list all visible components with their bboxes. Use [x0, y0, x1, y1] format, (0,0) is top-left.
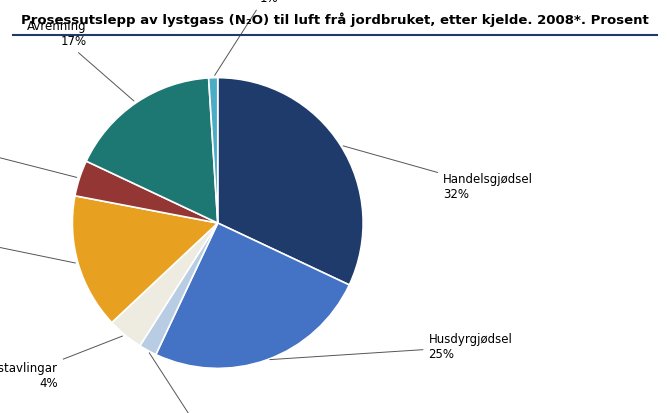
Wedge shape [218, 78, 363, 285]
Wedge shape [75, 161, 218, 223]
Wedge shape [86, 78, 218, 223]
Wedge shape [112, 223, 218, 346]
Text: Husdyrgjødsel
25%: Husdyrgjødsel 25% [270, 332, 513, 361]
Text: Nedfall av NH₃
4%: Nedfall av NH₃ 4% [0, 129, 77, 178]
Wedge shape [72, 196, 218, 323]
Wedge shape [208, 78, 218, 223]
Text: Biologisk N-
fiksering
2%: Biologisk N- fiksering 2% [149, 353, 260, 413]
Wedge shape [140, 223, 218, 354]
Wedge shape [156, 223, 349, 368]
Text: Prosessutslepp av lystgass (N₂O) til luft frå jordbruket, etter kjelde. 2008*. P: Prosessutslepp av lystgass (N₂O) til luf… [21, 12, 649, 27]
Text: Kultivering av
myrområde
15%: Kultivering av myrområde 15% [0, 216, 76, 263]
Text: Handelsgjødsel
32%: Handelsgjødsel 32% [343, 146, 533, 201]
Text: Restavlingar
4%: Restavlingar 4% [0, 336, 123, 389]
Text: Avrenning
17%: Avrenning 17% [27, 20, 134, 101]
Text: Kloakkslam
1%: Kloakkslam 1% [214, 0, 302, 76]
